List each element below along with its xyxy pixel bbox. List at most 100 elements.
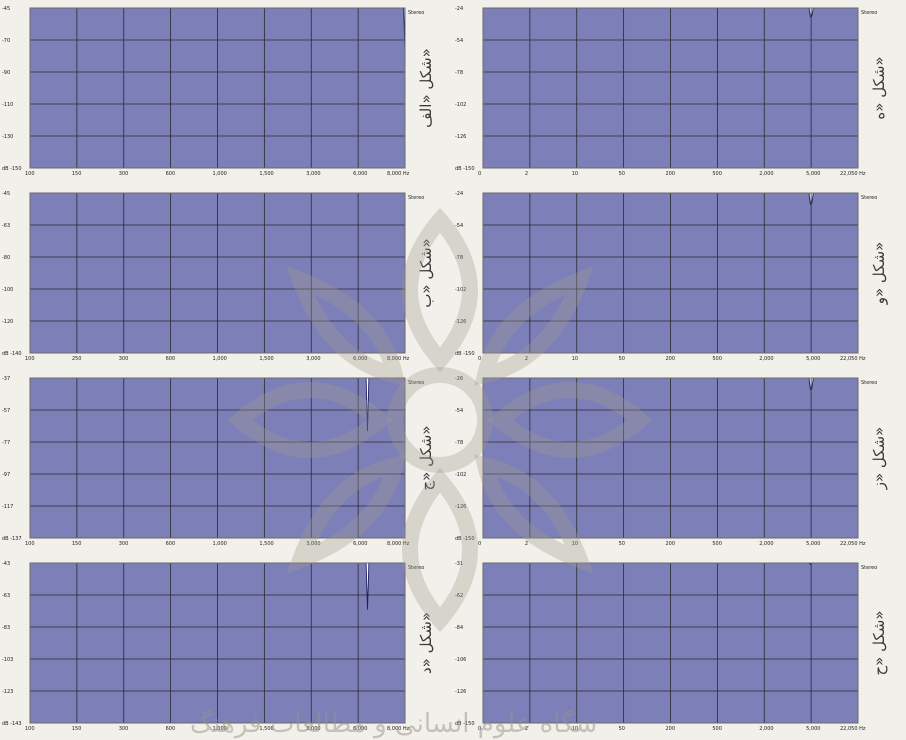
x-tick-label: 1,500 xyxy=(259,726,273,732)
y-tick-label: -54 xyxy=(455,223,463,229)
y-tick-label: -83 xyxy=(2,625,10,631)
y-tick-label: -102 xyxy=(455,472,466,478)
y-tick-label: -100 xyxy=(2,287,13,293)
x-tick-label: 600 xyxy=(166,356,176,362)
x-tick-label: 300 xyxy=(119,171,129,177)
x-tick-label: 250 xyxy=(72,356,82,362)
x-tick-label: 3,000 xyxy=(306,726,320,732)
x-tick-label: 10 xyxy=(572,356,578,362)
x-tick-label: 100 xyxy=(25,171,35,177)
y-tick-label: -26 xyxy=(455,376,463,382)
y-tick-label: -126 xyxy=(455,689,466,695)
y-tick-label: -102 xyxy=(455,102,466,108)
x-tick-label: 100 xyxy=(25,541,35,547)
x-tick-label: 8,000 Hz xyxy=(387,726,410,732)
x-tick-label: 3,000 xyxy=(306,541,320,547)
x-tick-label: 600 xyxy=(166,171,176,177)
x-tick-label: 50 xyxy=(619,356,625,362)
x-tick-label: 500 xyxy=(712,171,722,177)
figure-caption: شکل «و» xyxy=(870,242,888,306)
y-tick-label: dB -150 xyxy=(455,351,475,357)
x-tick-label: 10 xyxy=(572,726,578,732)
y-tick-label: dB -140 xyxy=(2,351,22,357)
y-tick-label: -117 xyxy=(2,504,13,510)
y-tick-label: -57 xyxy=(2,408,10,414)
figure-caption: شکل «ح» xyxy=(870,610,888,675)
y-tick-label: -130 xyxy=(2,134,13,140)
plot-frame xyxy=(482,7,859,169)
plot-frame xyxy=(482,192,859,354)
y-tick-label: -123 xyxy=(2,689,13,695)
x-tick-label: 150 xyxy=(72,726,82,732)
figure-caption: شکل «ج» xyxy=(417,425,436,490)
x-tick-label: 300 xyxy=(119,726,129,732)
x-tick-label: 22,050 Hz xyxy=(840,726,866,732)
stereo-label: Stereo xyxy=(408,195,424,201)
plot-frame xyxy=(29,562,406,724)
x-tick-label: 1,000 xyxy=(213,356,227,362)
y-tick-label: -24 xyxy=(455,6,463,12)
x-tick-label: 50 xyxy=(619,171,625,177)
x-tick-label: 6,000 xyxy=(353,171,367,177)
figure-caption: شکل «الف» xyxy=(417,48,435,128)
x-tick-label: 2 xyxy=(525,356,528,362)
y-tick-label: -54 xyxy=(455,408,463,414)
plot-frame xyxy=(29,7,406,169)
plot-frame xyxy=(29,377,406,539)
plot-frame xyxy=(29,192,406,354)
plot-frame xyxy=(482,377,859,539)
y-tick-label: dB -150 xyxy=(2,166,22,172)
y-tick-label: dB -150 xyxy=(455,166,475,172)
x-tick-label: 2 xyxy=(525,726,528,732)
x-tick-label: 5,000 xyxy=(806,171,820,177)
y-tick-label: -37 xyxy=(2,376,10,382)
x-tick-label: 200 xyxy=(666,356,676,362)
y-tick-label: -97 xyxy=(2,472,10,478)
x-tick-label: 10 xyxy=(572,541,578,547)
y-tick-label: -84 xyxy=(455,625,463,631)
x-tick-label: 150 xyxy=(72,171,82,177)
x-tick-label: 500 xyxy=(712,541,722,547)
x-tick-label: 50 xyxy=(619,726,625,732)
stereo-label: Stereo xyxy=(861,195,877,201)
x-tick-label: 500 xyxy=(712,726,722,732)
x-tick-label: 6,000 xyxy=(353,726,367,732)
y-tick-label: dB -137 xyxy=(2,536,22,542)
stereo-label: Stereo xyxy=(861,380,877,386)
figure-caption: شکل «ب» xyxy=(417,238,435,307)
stereo-label: Stereo xyxy=(408,10,424,16)
x-tick-label: 500 xyxy=(712,356,722,362)
x-tick-label: 8,000 Hz xyxy=(387,541,410,547)
figure-caption: شکل «ه» xyxy=(870,56,888,119)
x-tick-label: 1,500 xyxy=(259,356,273,362)
y-tick-label: -90 xyxy=(2,70,10,76)
x-tick-label: 1,000 xyxy=(213,726,227,732)
y-tick-label: -78 xyxy=(455,440,463,446)
x-tick-label: 2 xyxy=(525,171,528,177)
x-tick-label: 2 xyxy=(525,541,528,547)
y-tick-label: dB -150 xyxy=(455,536,475,542)
y-tick-label: dB -150 xyxy=(455,721,475,727)
x-tick-label: 150 xyxy=(72,541,82,547)
x-tick-label: 22,050 Hz xyxy=(840,356,866,362)
y-tick-label: dB -143 xyxy=(2,721,22,727)
x-tick-label: 3,000 xyxy=(306,171,320,177)
y-tick-label: -31 xyxy=(455,561,463,567)
y-tick-label: -126 xyxy=(455,134,466,140)
figure-caption: شکل «ز» xyxy=(870,427,888,491)
x-tick-label: 200 xyxy=(666,726,676,732)
y-tick-label: -43 xyxy=(2,561,10,567)
x-tick-label: 300 xyxy=(119,356,129,362)
stereo-label: Stereo xyxy=(861,565,877,571)
y-tick-label: -78 xyxy=(455,70,463,76)
y-tick-label: -80 xyxy=(2,255,10,261)
x-tick-label: 0 xyxy=(478,541,481,547)
y-tick-label: -63 xyxy=(2,223,10,229)
